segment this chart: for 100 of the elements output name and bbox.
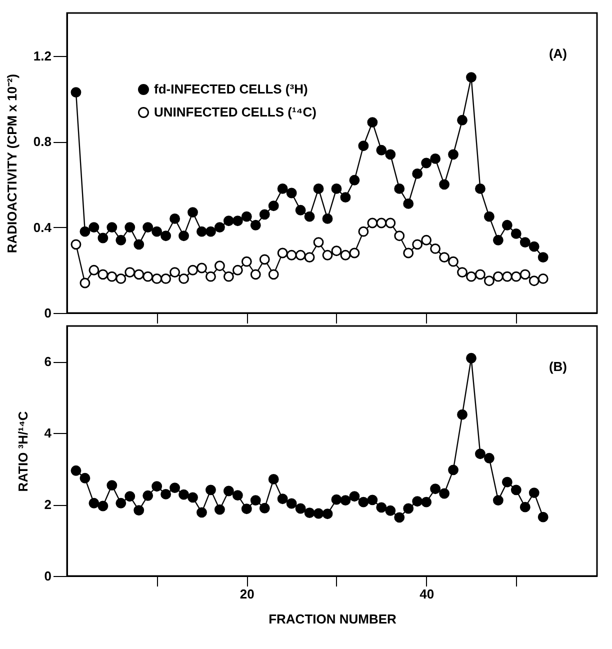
point [295, 250, 306, 260]
point [70, 87, 82, 98]
point [152, 274, 162, 284]
point [385, 149, 396, 160]
point [223, 271, 234, 282]
point [160, 230, 172, 242]
y-axis-title: RADIOACTIVITY (CPM x 10⁻²) [4, 74, 20, 254]
point [510, 228, 522, 239]
point [232, 490, 243, 500]
point [403, 503, 414, 514]
point [367, 218, 378, 228]
point [80, 226, 90, 237]
point [170, 267, 180, 278]
point [502, 220, 512, 230]
y-tick-label: 0 [44, 306, 52, 320]
point [286, 498, 297, 509]
point [98, 232, 108, 244]
point [286, 250, 297, 260]
point [492, 495, 504, 506]
point [484, 211, 494, 222]
point [116, 234, 126, 246]
point [457, 114, 468, 126]
point [394, 512, 405, 523]
point [178, 489, 189, 500]
point [196, 262, 207, 274]
point [206, 484, 216, 496]
point [214, 222, 225, 232]
point [268, 474, 279, 484]
point [134, 269, 144, 280]
point [70, 239, 82, 250]
point [188, 492, 198, 503]
point [313, 237, 324, 248]
point [259, 209, 270, 220]
point [268, 269, 279, 280]
point [430, 154, 441, 164]
point [340, 495, 351, 506]
point [313, 508, 324, 519]
point [331, 494, 342, 505]
point [214, 504, 225, 515]
annotation: (A) [548, 46, 567, 61]
point [538, 252, 548, 262]
point [502, 271, 512, 282]
point [528, 276, 540, 286]
point [385, 505, 396, 516]
point [98, 500, 108, 512]
point [70, 465, 82, 476]
point [259, 502, 270, 514]
point [475, 269, 486, 280]
point [304, 252, 315, 262]
legend-label: fd-INFECTED CELLS (³H) [154, 82, 308, 96]
point [412, 496, 423, 507]
point [510, 271, 522, 282]
point [358, 226, 369, 237]
point [475, 448, 486, 460]
point [106, 480, 118, 490]
point [492, 271, 504, 282]
y-tick-label: 2 [44, 497, 52, 512]
point [142, 271, 154, 282]
point [492, 234, 504, 246]
point [528, 488, 540, 498]
point [116, 498, 126, 508]
point [520, 502, 530, 512]
point [313, 184, 324, 194]
point [134, 505, 144, 516]
point [430, 244, 441, 254]
point [88, 498, 100, 508]
point [394, 230, 405, 242]
point [385, 218, 396, 228]
point [367, 117, 378, 128]
point [349, 248, 360, 258]
point [448, 256, 458, 267]
point [134, 239, 144, 250]
y-tick-label: 1.2 [33, 48, 52, 64]
point [448, 464, 458, 476]
point [80, 472, 90, 484]
point [439, 488, 450, 499]
point [466, 72, 476, 82]
point [376, 218, 387, 228]
point [250, 269, 261, 280]
point [349, 174, 360, 186]
point [430, 484, 441, 494]
annotation: (B) [548, 359, 567, 374]
point [520, 269, 530, 280]
point [367, 494, 378, 506]
point [152, 481, 162, 492]
x-axis-title: FRACTION NUMBER [268, 612, 398, 626]
y-axis-title: RATIO ³H/¹⁴C [15, 410, 30, 492]
legend-label: UNINFECTED CELLS (¹⁴C) [154, 104, 316, 120]
point [421, 234, 432, 246]
point [394, 184, 405, 194]
point [528, 241, 540, 252]
point [538, 274, 548, 284]
point [80, 278, 90, 288]
point [223, 216, 234, 226]
point [152, 226, 162, 237]
point [223, 486, 234, 496]
point [214, 260, 225, 272]
point [232, 264, 243, 276]
point [412, 168, 423, 179]
point [304, 211, 315, 222]
